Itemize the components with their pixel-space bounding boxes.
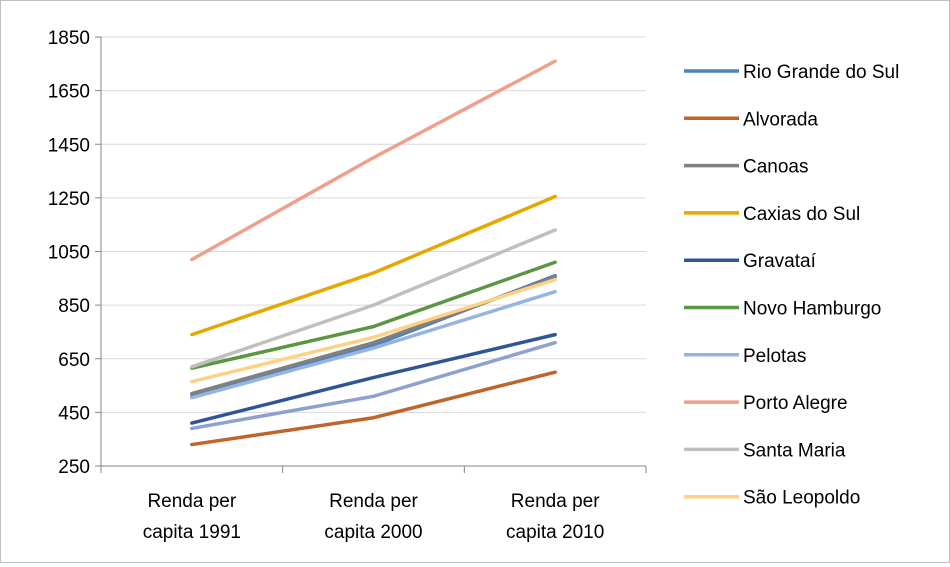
legend-label: Pelotas [743,346,806,367]
x-category-label-line: capita 2010 [506,522,604,543]
series-line-unlabeled-10 [190,340,557,431]
x-category-label-line: Renda per [147,491,236,512]
x-category-label-line: Renda per [329,491,418,512]
series-line-alvorada [190,370,557,447]
y-tick-label: 250 [58,457,90,478]
legend-label: Caxias do Sul [743,204,860,225]
x-category-label-line: capita 1991 [143,522,241,543]
x-category-label-line: Renda per [511,491,600,512]
legend-label: Santa Maria [743,440,846,461]
x-category-label: Renda per capita 1991 [143,491,241,543]
legend-label: Alvorada [743,109,818,130]
y-tick-label: 1050 [48,243,90,264]
legend-label: São Leopoldo [743,488,860,509]
y-tick-label: 450 [58,403,90,424]
series-lines [190,59,557,447]
series-line-santa-maria [190,228,557,369]
x-category-label-line: capita 2000 [324,522,422,543]
series-line-caxias-do-sul [190,194,557,337]
series-line-pelotas [190,289,557,400]
y-tick-label: 650 [58,350,90,371]
series-line-s-o-leopoldo [190,277,557,384]
series-line-novo-hamburgo [190,260,557,370]
legend-label: Novo Hamburgo [743,299,881,320]
y-tick-label: 850 [58,296,90,317]
legend-label: Gravataí [743,251,817,272]
x-category-label: Renda per capita 2010 [506,491,604,543]
y-tick-label: 1250 [48,189,90,210]
legend-label: Porto Alegre [743,393,848,414]
axes: 250 450 650 850 1050 1250 1450 1650 1850 Renda pe… [48,28,647,543]
y-tick-label: 1450 [48,135,90,156]
x-category-label: Renda per capita 2000 [324,491,422,543]
gridlines [101,36,646,413]
y-tick-label: 1650 [48,82,90,103]
legend-label: Canoas [743,157,809,178]
legend-label: Rio Grande do Sul [743,62,899,83]
legend: Rio Grande do Sul Alvorada Canoas Caxias do… [684,62,899,509]
series-line-gravata- [190,332,557,425]
series-line-porto-alegre [190,59,557,262]
y-tick-label: 1850 [48,28,90,49]
